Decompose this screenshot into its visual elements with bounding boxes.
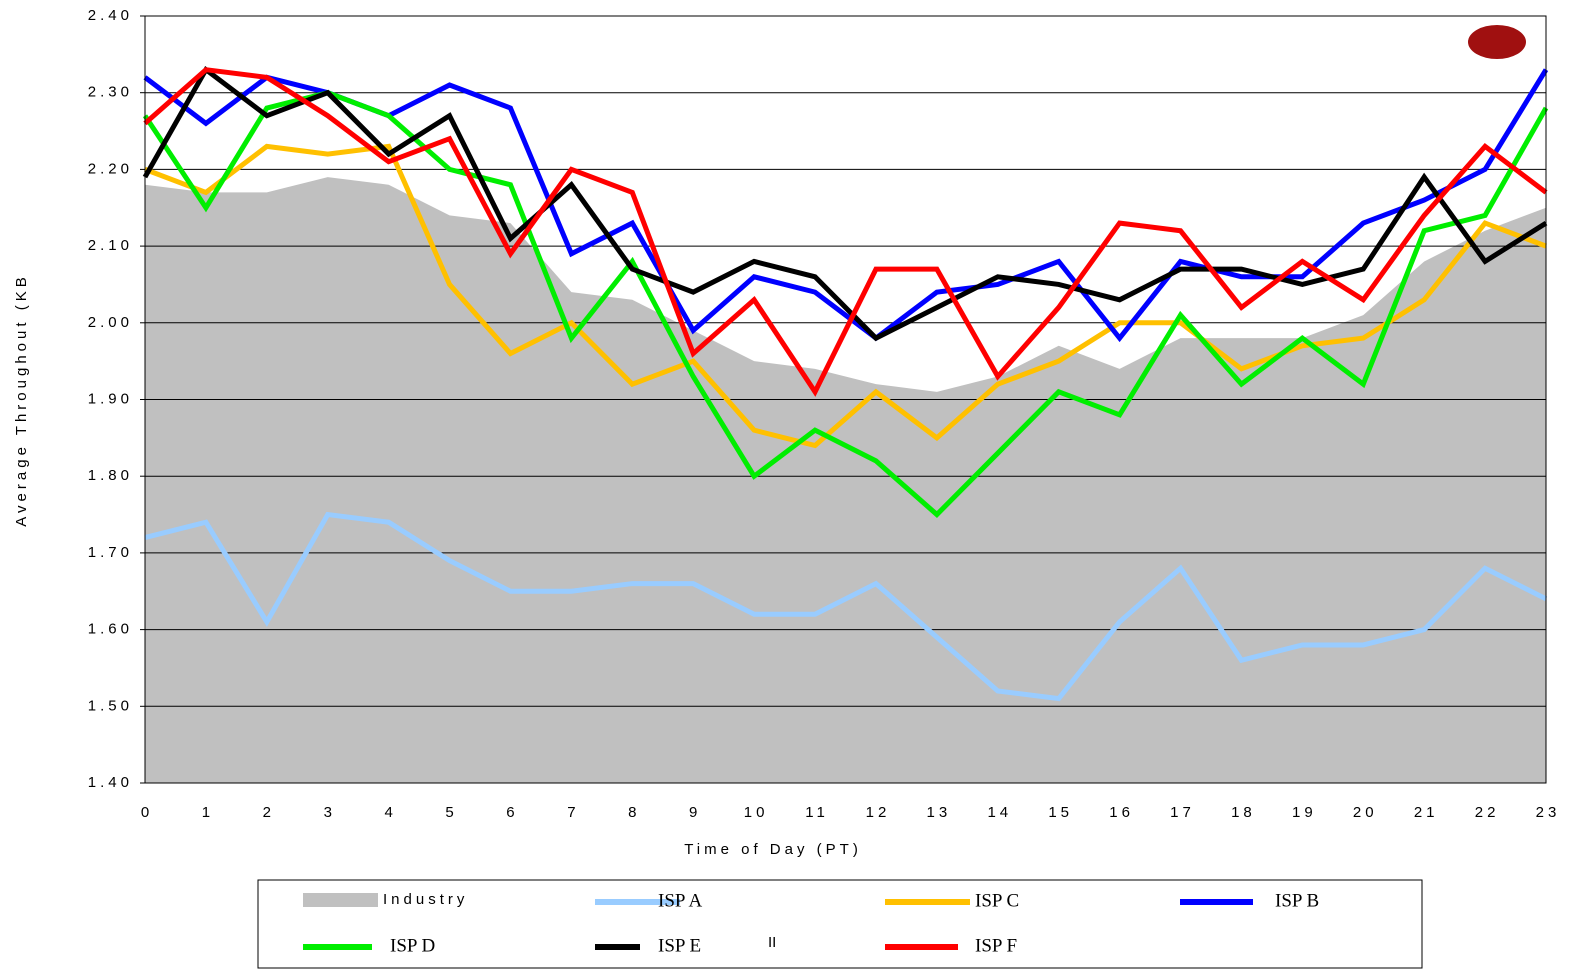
y-tick-label: 1.80: [88, 467, 133, 484]
y-tick-label: 2.00: [88, 314, 133, 331]
annotation: II: [768, 934, 776, 951]
x-tick-label: 0: [141, 804, 153, 821]
y-tick-label: 1.60: [88, 621, 133, 638]
x-axis-label: Time of Day (PT): [684, 841, 862, 858]
legend-swatch: [303, 893, 378, 907]
x-tick-label: 21: [1414, 804, 1439, 821]
legend-label: ISP E: [658, 935, 701, 956]
x-tick-label: 2: [263, 804, 275, 821]
legend-label: ISP D: [390, 935, 435, 956]
x-tick-label: 10: [744, 804, 769, 821]
legend-label: ISP A: [658, 890, 702, 911]
x-tick-label: 20: [1353, 804, 1378, 821]
legend-label: Industry: [383, 891, 468, 908]
x-tick-label: 23: [1536, 804, 1561, 821]
plot-border: [144, 15, 1547, 784]
y-tick-label: 2.10: [88, 237, 133, 254]
y-tick-label: 2.30: [88, 84, 133, 101]
line: [142, 65, 1548, 342]
x-tick-label: 3: [324, 804, 336, 821]
legend-label: ISP C: [975, 890, 1019, 911]
y-tick-label: 1.90: [88, 390, 133, 407]
x-tick-label: 11: [805, 804, 829, 821]
logo: [1468, 25, 1526, 59]
area: [145, 177, 1546, 783]
y-tick-label: 1.40: [88, 774, 133, 791]
x-tick-label: 17: [1170, 804, 1195, 821]
x-tick-label: 7: [567, 804, 579, 821]
x-tick-label: 16: [1109, 804, 1134, 821]
x-tick-label: 22: [1475, 804, 1500, 821]
x-tick-label: 13: [927, 804, 952, 821]
x-tick-label: 19: [1292, 804, 1317, 821]
x-tick-label: 6: [506, 804, 518, 821]
x-tick-label: 1: [202, 804, 214, 821]
line: [142, 90, 1549, 518]
y-tick-label: 1.50: [88, 697, 133, 714]
y-tick-label: 1.70: [88, 544, 133, 561]
line: [144, 511, 1548, 702]
x-tick-label: 9: [689, 804, 701, 821]
legend-label: ISP B: [1275, 890, 1319, 911]
y-axis-label: Average Throughout (KB: [13, 273, 30, 526]
x-tick-label: 8: [628, 804, 640, 821]
legend-box: [257, 879, 1423, 969]
x-tick-label: 5: [445, 804, 457, 821]
y-tick-label: 2.40: [88, 7, 133, 24]
x-tick-label: 18: [1231, 804, 1256, 821]
y-tick-label: 2.20: [88, 160, 133, 177]
x-tick-label: 15: [1048, 804, 1073, 821]
x-tick-label: 4: [384, 804, 396, 821]
x-tick-label: 14: [987, 804, 1012, 821]
line: [143, 67, 1548, 397]
x-tick-label: 12: [866, 804, 891, 821]
legend-label: ISP F: [975, 935, 1017, 956]
